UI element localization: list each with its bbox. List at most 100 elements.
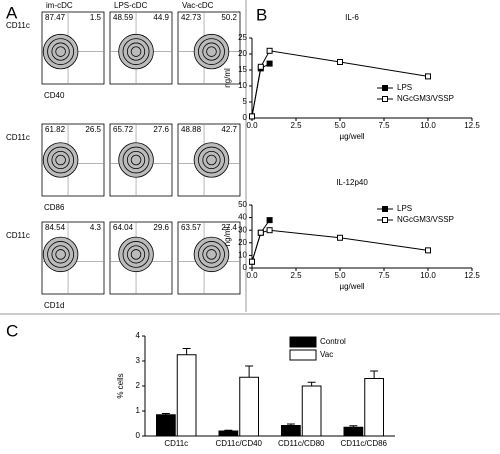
bar — [239, 376, 259, 437]
y-tick-label: 5 — [243, 97, 248, 106]
x-tick-label: CD11c/CD40 — [215, 439, 262, 448]
contour — [126, 245, 146, 264]
x-tick-label: 7.5 — [378, 121, 390, 130]
contour — [130, 154, 142, 166]
point — [257, 63, 264, 70]
chart-title: IL-12p40 — [336, 178, 368, 187]
error-bar — [286, 423, 295, 426]
quadrant-value: 48.59 — [113, 13, 134, 22]
contour — [126, 150, 146, 170]
y-tick-label: 10 — [238, 251, 247, 260]
contour — [130, 249, 142, 260]
contour — [193, 236, 230, 273]
series-line — [251, 63, 270, 117]
column-header: Vac-cDC — [182, 1, 214, 10]
x-tick-label: CD11c/CD86 — [340, 439, 387, 448]
contour — [118, 142, 154, 178]
bar — [281, 425, 301, 437]
point — [266, 217, 273, 224]
point — [266, 60, 273, 67]
panel-label: B — [256, 5, 267, 24]
quadrant-value: 64.04 — [113, 223, 134, 232]
contour — [198, 146, 225, 174]
y-tick-label: 15 — [238, 65, 247, 74]
contour — [42, 142, 79, 178]
point — [266, 47, 273, 54]
error-bar — [161, 413, 170, 415]
error-bar — [245, 365, 254, 378]
y-tick-label: 2 — [136, 381, 141, 390]
panel-label: C — [6, 321, 18, 340]
x-axis-label: µg/well — [339, 282, 364, 291]
y-tick-label: 0 — [243, 263, 248, 272]
contour — [42, 33, 79, 70]
contour — [47, 38, 75, 65]
error-bar — [307, 381, 316, 386]
x-tick-label: 12.5 — [464, 121, 480, 130]
quadrant-value: 48.88 — [181, 125, 202, 134]
bar — [343, 426, 364, 437]
point — [337, 59, 343, 65]
error-bar — [349, 425, 358, 428]
contour — [118, 33, 154, 70]
plot-frame — [109, 221, 173, 295]
point — [337, 234, 343, 241]
x-tick-label: CD11c/CD80 — [278, 439, 325, 448]
x-axis-label: µg/well — [339, 132, 364, 141]
x-tick-label: 5.0 — [334, 271, 346, 280]
contour — [206, 154, 217, 166]
quadrant-value: 65.72 — [113, 125, 134, 134]
quadrant-value: 87.47 — [45, 13, 66, 22]
contour — [47, 241, 75, 268]
contour — [126, 42, 146, 61]
quadrant-value: 63.57 — [181, 223, 202, 232]
quadrant-value: 42.73 — [181, 13, 202, 22]
y-tick-label: 10 — [238, 81, 247, 90]
y-axis-label: CD11c — [6, 231, 30, 240]
x-tick-label: CD11c — [164, 439, 188, 448]
quadrant-value: 42.7 — [221, 125, 237, 134]
contour — [118, 236, 154, 273]
legend-swatch — [289, 336, 317, 348]
contour — [130, 46, 142, 57]
contour — [122, 146, 150, 174]
y-tick-label: 0 — [243, 113, 248, 122]
point — [249, 258, 255, 265]
quadrant-value: 27.4 — [221, 223, 237, 232]
y-tick-label: 30 — [238, 225, 247, 234]
bar — [176, 354, 197, 437]
point — [257, 229, 264, 236]
error-bar — [370, 370, 379, 379]
legend-marker — [382, 206, 388, 212]
point — [425, 73, 431, 80]
x-tick-label: 12.5 — [464, 271, 480, 280]
y-tick-label: 25 — [238, 33, 247, 42]
y-axis-label: CD11c — [6, 21, 30, 30]
contour — [206, 46, 217, 57]
plot-frame — [177, 123, 241, 197]
quadrant-value: 61.82 — [45, 125, 66, 134]
error-bar — [182, 348, 191, 355]
quadrant-value: 29.6 — [153, 223, 169, 232]
contour — [193, 142, 230, 178]
contour — [122, 241, 150, 268]
y-axis-label: % cells — [116, 373, 125, 398]
y-tick-label: 4 — [136, 331, 141, 340]
plot-frame — [109, 123, 173, 197]
panel-label: A — [6, 3, 18, 22]
plot-frame — [41, 11, 105, 85]
x-tick-label: 7.5 — [378, 271, 390, 280]
bar — [218, 430, 239, 437]
contour — [122, 38, 150, 65]
legend-marker — [382, 96, 388, 102]
legend-label: Vac — [320, 350, 333, 359]
plot-frame — [177, 221, 241, 295]
quadrant-value: 50.2 — [221, 13, 237, 22]
x-tick-label: 0.0 — [246, 271, 258, 280]
contour — [193, 33, 230, 70]
legend-swatch — [289, 349, 317, 361]
x-tick-label: 2.5 — [290, 121, 302, 130]
point — [425, 247, 431, 254]
contour — [202, 150, 221, 170]
